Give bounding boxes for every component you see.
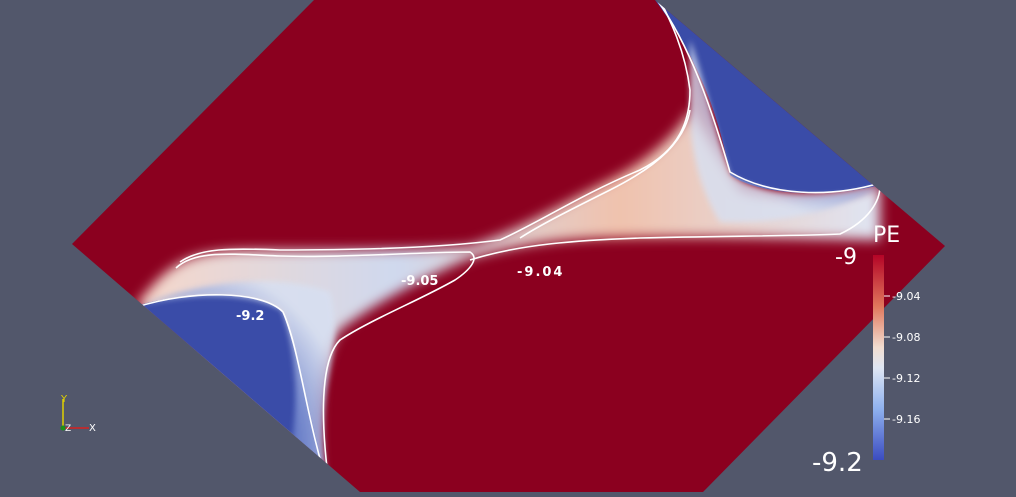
contour-line-9-05-loop xyxy=(175,251,475,492)
contour-line-9-05-upper xyxy=(179,0,691,263)
saddle-ridge xyxy=(136,110,880,492)
y-axis-label: Y xyxy=(60,394,68,405)
contour-line-9-04-upper xyxy=(519,109,691,239)
legend-max-label: -9 xyxy=(835,245,857,270)
legend-tick-label: -9.04 xyxy=(892,290,920,303)
x-axis-label: X xyxy=(89,423,96,434)
orientation-axes: Y X Z xyxy=(60,394,96,434)
legend-title: PE xyxy=(873,223,900,248)
contour-line-9-2-left xyxy=(136,294,331,492)
legend-tick-label: -9.08 xyxy=(892,331,920,344)
contour-line-9-2-right xyxy=(656,0,881,194)
color-bar xyxy=(873,255,884,460)
contour-label-9-05: -9.05 xyxy=(401,274,438,289)
z-axis-marker xyxy=(60,425,66,431)
contour-label-9-2: -9.2 xyxy=(236,309,264,324)
contour-label-9-04: -9.04 xyxy=(517,265,564,280)
legend-tick-label: -9.16 xyxy=(892,413,920,426)
contour-labels: -9.2 -9.05 -9.04 xyxy=(236,265,564,324)
contour-line-9-04-lower xyxy=(469,185,881,261)
color-legend: PE -9 -9.04 -9.08 -9.12 -9.16 -9.2 xyxy=(812,223,920,478)
z-axis-label: Z xyxy=(65,424,71,434)
legend-min-label: -9.2 xyxy=(812,448,863,478)
legend-tick-marks xyxy=(884,295,890,420)
contour-lines xyxy=(136,0,881,492)
legend-tick-label: -9.12 xyxy=(892,372,920,385)
